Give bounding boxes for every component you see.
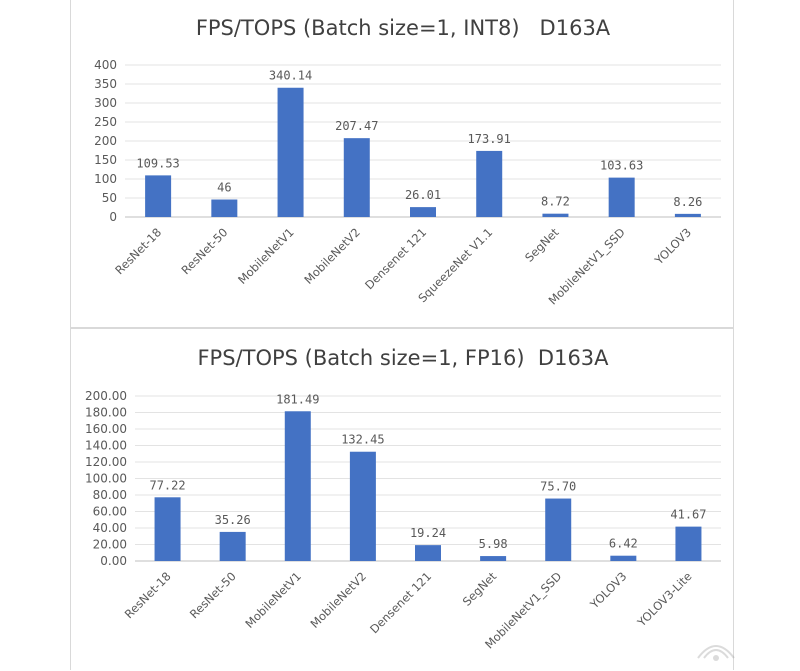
- data-label: 109.53: [136, 156, 179, 170]
- x-tick-label: SegNet: [522, 225, 562, 265]
- y-tick-label: 80.00: [93, 488, 127, 502]
- y-tick-label: 60.00: [93, 505, 127, 519]
- chart-title: FPS/TOPS (Batch size=1, FP16) D163A: [197, 346, 609, 370]
- y-tick-label: 160.00: [85, 422, 127, 436]
- y-tick-label: 300: [94, 96, 117, 110]
- y-tick-label: 150: [94, 153, 117, 167]
- bar-chart-int8: FPS/TOPS (Batch size=1, INT8) D163A 0 50 1…: [94, 16, 721, 307]
- data-label: 6.42: [609, 537, 638, 551]
- y-tick-label: 0.00: [100, 554, 127, 568]
- x-tick-label: YOLOV3-Lite: [634, 569, 695, 630]
- x-tick-label: MobileNetV2: [307, 569, 369, 631]
- y-tick-label: 20.00: [93, 538, 127, 552]
- x-tick-label: YOLOV3: [587, 569, 630, 612]
- x-tick-label: ResNet-18: [122, 569, 174, 621]
- bar: [284, 411, 311, 561]
- data-label: 340.14: [269, 69, 312, 83]
- chart-panel-fp16: FPS/TOPS (Batch size=1, FP16) D163A 0.00…: [70, 328, 734, 670]
- x-tick-label: MobileNetV1: [242, 569, 304, 631]
- y-tick-label: 180.00: [85, 406, 127, 420]
- bar: [608, 177, 635, 217]
- x-tick-label: Densenet 121: [367, 569, 434, 636]
- x-tick-label: ResNet-50: [187, 569, 239, 621]
- x-tick-label: MobileNetV2: [301, 225, 363, 287]
- bar: [476, 150, 503, 217]
- bar: [480, 556, 507, 561]
- data-label: 75.70: [540, 480, 576, 494]
- data-label: 26.01: [405, 188, 441, 202]
- bar: [211, 199, 238, 217]
- x-tick-label: SqueezeNet V1.1: [415, 225, 495, 305]
- y-tick-label: 50: [102, 191, 117, 205]
- data-label: 173.91: [468, 132, 511, 146]
- data-label: 132.45: [341, 433, 384, 447]
- bar: [349, 451, 376, 561]
- y-tick-label: 250: [94, 115, 117, 129]
- bar: [545, 498, 572, 561]
- data-label: 77.22: [149, 478, 185, 492]
- x-tick-label: ResNet-18: [112, 225, 164, 277]
- chart-panel-int8: FPS/TOPS (Batch size=1, INT8) D163A 0 50 1…: [70, 0, 734, 328]
- bar: [410, 207, 436, 217]
- data-label: 103.63: [600, 159, 643, 173]
- data-label: 181.49: [276, 392, 319, 406]
- data-label: 8.26: [673, 195, 702, 209]
- bar: [154, 497, 181, 561]
- y-tick-label: 140.00: [85, 439, 127, 453]
- bar: [277, 87, 304, 218]
- y-tick-label: 100.00: [85, 472, 127, 486]
- x-tick-label: ResNet-50: [178, 225, 230, 277]
- bar: [343, 138, 370, 217]
- data-label: 35.26: [215, 513, 251, 527]
- bar: [219, 531, 246, 561]
- y-tick-label: 200.00: [85, 389, 127, 403]
- data-label: 19.24: [410, 526, 446, 540]
- logo-watermark-icon: [697, 645, 735, 661]
- data-label: 8.72: [541, 195, 570, 209]
- bar: [674, 213, 701, 217]
- bar: [542, 213, 569, 217]
- data-label: 207.47: [335, 119, 378, 133]
- y-tick-label: 350: [94, 77, 117, 91]
- x-tick-label: YOLOV3: [651, 225, 694, 268]
- x-tick-label: Densenet 121: [362, 225, 429, 292]
- x-tick-label: MobileNetV1: [235, 225, 297, 287]
- data-label: 41.67: [670, 508, 706, 522]
- y-tick-label: 120.00: [85, 455, 127, 469]
- bar: [415, 545, 441, 561]
- bar: [610, 555, 637, 561]
- data-label: 46: [217, 181, 231, 195]
- y-tick-label: 100: [94, 172, 117, 186]
- bar: [145, 175, 172, 217]
- y-tick-label: 400: [94, 58, 117, 72]
- bar-chart-fp16: FPS/TOPS (Batch size=1, FP16) D163A 0.00…: [85, 346, 721, 651]
- bar: [675, 526, 702, 561]
- chart-title: FPS/TOPS (Batch size=1, INT8) D163A: [196, 16, 611, 40]
- y-tick-label: 40.00: [93, 521, 127, 535]
- x-tick-label: SegNet: [460, 569, 500, 609]
- data-label: 5.98: [479, 537, 508, 551]
- y-tick-label: 0: [109, 210, 117, 224]
- y-tick-label: 200: [94, 134, 117, 148]
